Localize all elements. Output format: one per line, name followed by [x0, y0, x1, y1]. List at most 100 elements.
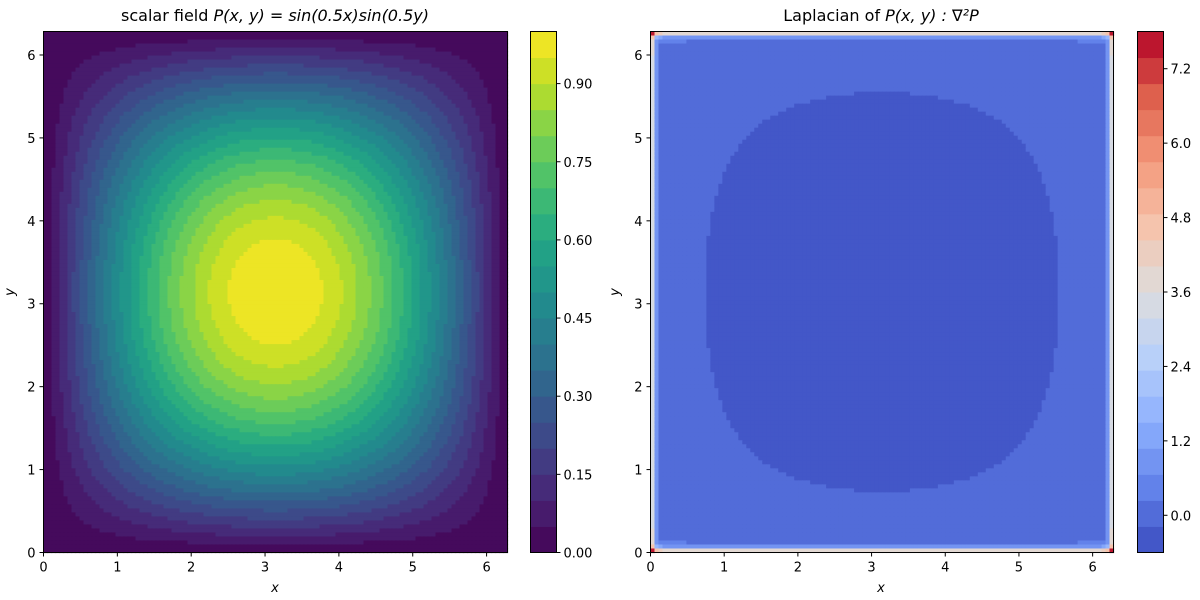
contour-cell	[435, 79, 441, 85]
contour-cell	[183, 87, 189, 93]
contour-cell	[75, 95, 81, 101]
contour-cell	[287, 195, 293, 201]
contour-cell	[271, 155, 277, 161]
contour-cell	[103, 171, 109, 177]
contour-cell	[175, 79, 181, 85]
contour-cell	[247, 99, 253, 105]
contour-cell	[55, 131, 61, 137]
contour-cell	[291, 143, 297, 149]
contour-cell	[235, 123, 241, 129]
contour-cell	[487, 191, 493, 197]
contour-cell	[119, 147, 125, 153]
contour-cell	[359, 59, 365, 65]
contour-cell	[43, 155, 49, 161]
contour-cell	[199, 87, 205, 93]
contour-cell	[339, 107, 345, 113]
contour-cell	[207, 79, 213, 85]
contour-cell	[307, 39, 313, 45]
contour-cell	[251, 139, 257, 145]
contour-cell	[271, 87, 277, 93]
contour-cell	[331, 95, 337, 101]
contour-cell	[139, 147, 145, 153]
contour-cell	[359, 43, 365, 49]
contour-cell	[235, 107, 241, 113]
contour-cell	[339, 79, 345, 85]
contour-cell	[311, 119, 317, 125]
contour-cell	[79, 83, 85, 89]
contour-cell	[179, 155, 185, 161]
contour-cell	[387, 187, 393, 193]
contour-cell	[103, 163, 109, 169]
contour-cell	[211, 47, 217, 53]
contour-cell	[143, 191, 149, 197]
contour-cell	[379, 191, 385, 197]
contour-cell	[503, 39, 509, 45]
contour-cell	[99, 107, 105, 113]
contour-cell	[223, 183, 229, 189]
contour-cell	[223, 63, 229, 69]
contour-cell	[367, 139, 373, 145]
contour-cell	[171, 31, 177, 37]
contour-cell	[55, 151, 61, 157]
contour-cell	[387, 31, 393, 37]
contour-cell	[395, 119, 401, 125]
contour-cell	[263, 179, 269, 185]
contour-cell	[175, 91, 181, 97]
contour-cell	[175, 107, 181, 113]
contour-cell	[195, 179, 201, 185]
contour-cell	[387, 155, 393, 161]
contour-cell	[227, 79, 233, 85]
contour-cell	[423, 119, 429, 125]
contour-cell	[495, 87, 501, 93]
contour-cell	[479, 159, 485, 165]
contour-cell	[387, 103, 393, 109]
contour-cell	[391, 79, 397, 85]
contour-cell	[275, 159, 281, 165]
contour-cell	[503, 135, 509, 141]
contour-cell	[311, 31, 317, 37]
contour-cell	[455, 55, 461, 61]
contour-cell	[503, 155, 509, 161]
contour-cell	[211, 151, 217, 157]
contour-cell	[355, 111, 361, 117]
contour-cell	[415, 151, 421, 157]
contour-cell	[407, 175, 413, 181]
contour-cell	[227, 51, 233, 57]
contour-cell	[259, 115, 265, 121]
contour-cell	[359, 147, 365, 153]
contour-cell	[347, 175, 353, 181]
contour-cell	[375, 35, 381, 41]
contour-cell	[495, 195, 501, 201]
contour-cell	[495, 131, 501, 137]
contour-cell	[407, 67, 413, 73]
contour-cell	[239, 183, 245, 189]
contour-cell	[407, 163, 413, 169]
contour-cell	[423, 131, 429, 137]
contour-cell	[363, 75, 369, 81]
contour-cell	[387, 167, 393, 173]
contour-cell	[483, 103, 489, 109]
contour-cell	[139, 131, 145, 137]
contour-cell	[259, 99, 265, 105]
contour-cell	[55, 71, 61, 77]
contour-cell	[219, 131, 225, 137]
contour-cell	[427, 67, 433, 73]
contour-cell	[347, 115, 353, 121]
contour-cell	[91, 151, 97, 157]
contour-cell	[379, 195, 385, 201]
contour-cell	[75, 127, 81, 133]
contour-cell	[251, 59, 257, 65]
contour-cell	[327, 43, 333, 49]
contour-cell	[95, 87, 101, 93]
contour-cell	[343, 67, 349, 73]
contour-cell	[103, 187, 109, 193]
contour-cell	[275, 103, 281, 109]
contour-cell	[423, 31, 429, 37]
contour-cell	[71, 131, 77, 137]
contour-cell	[375, 95, 381, 101]
contour-cell	[383, 147, 389, 153]
contour-cell	[231, 75, 237, 81]
contour-cell	[167, 167, 173, 173]
contour-cell	[127, 71, 133, 77]
contour-cell	[315, 167, 321, 173]
